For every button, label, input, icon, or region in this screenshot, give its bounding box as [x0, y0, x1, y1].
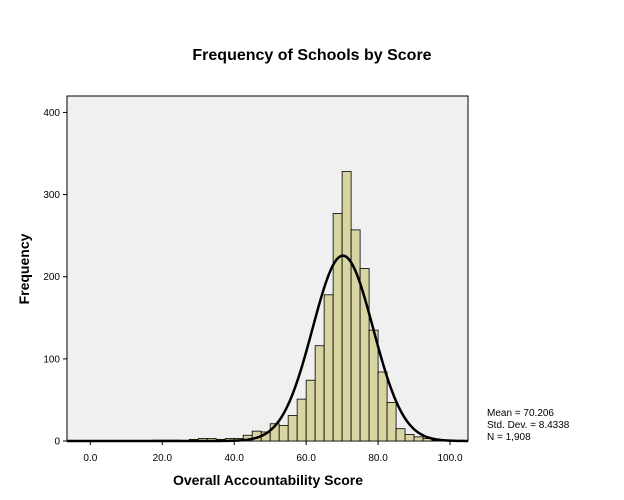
- mean-stat: Mean = 70.206: [487, 408, 554, 419]
- y-tick-label: 400: [43, 108, 60, 119]
- histogram-bar: [404, 434, 415, 442]
- histogram-bar: [305, 379, 316, 442]
- histogram-bar: [323, 294, 334, 442]
- histogram-bar: [332, 213, 343, 442]
- y-tick-label: 200: [43, 272, 60, 283]
- histogram-bar: [287, 415, 298, 442]
- histogram-bar: [296, 398, 307, 442]
- std-dev-stat: Std. Dev. = 8.4338: [487, 420, 570, 431]
- histogram-bar: [314, 345, 325, 442]
- x-tick-label: 100.0: [438, 453, 463, 464]
- histogram-bar: [386, 401, 397, 442]
- chart-title: Frequency of Schools by Score: [192, 47, 431, 64]
- y-tick-label: 100: [43, 354, 60, 365]
- y-tick-label: 0: [54, 437, 60, 448]
- bars-group: [152, 171, 442, 442]
- histogram-bar: [368, 329, 379, 442]
- histogram-bar: [341, 171, 352, 442]
- histogram-bar: [278, 424, 289, 442]
- x-axis-ticks: 0.0 20.0 40.0 60.0 80.0 100.0: [83, 441, 463, 464]
- histogram-bar: [377, 371, 388, 442]
- normal-curve: [67, 254, 468, 443]
- y-axis-label: Frequency: [16, 233, 32, 304]
- x-tick-label: 20.0: [153, 453, 173, 464]
- x-tick-label: 40.0: [224, 453, 244, 464]
- x-tick-label: 60.0: [296, 453, 316, 464]
- y-axis-ticks: 0 100 200 300 400: [43, 108, 67, 448]
- statistics-box: Mean = 70.206 Std. Dev. = 8.4338 N = 1,9…: [487, 408, 569, 444]
- x-tick-label: 0.0: [83, 453, 97, 464]
- histogram-bar: [413, 436, 424, 442]
- x-tick-label: 80.0: [368, 453, 388, 464]
- plot-area: [66, 95, 469, 442]
- y-tick-label: 300: [43, 190, 60, 201]
- histogram-bar: [395, 428, 406, 442]
- histogram-bar: [350, 229, 361, 442]
- n-stat: N = 1,908: [487, 432, 531, 443]
- x-axis-label: Overall Accountability Score: [173, 472, 363, 488]
